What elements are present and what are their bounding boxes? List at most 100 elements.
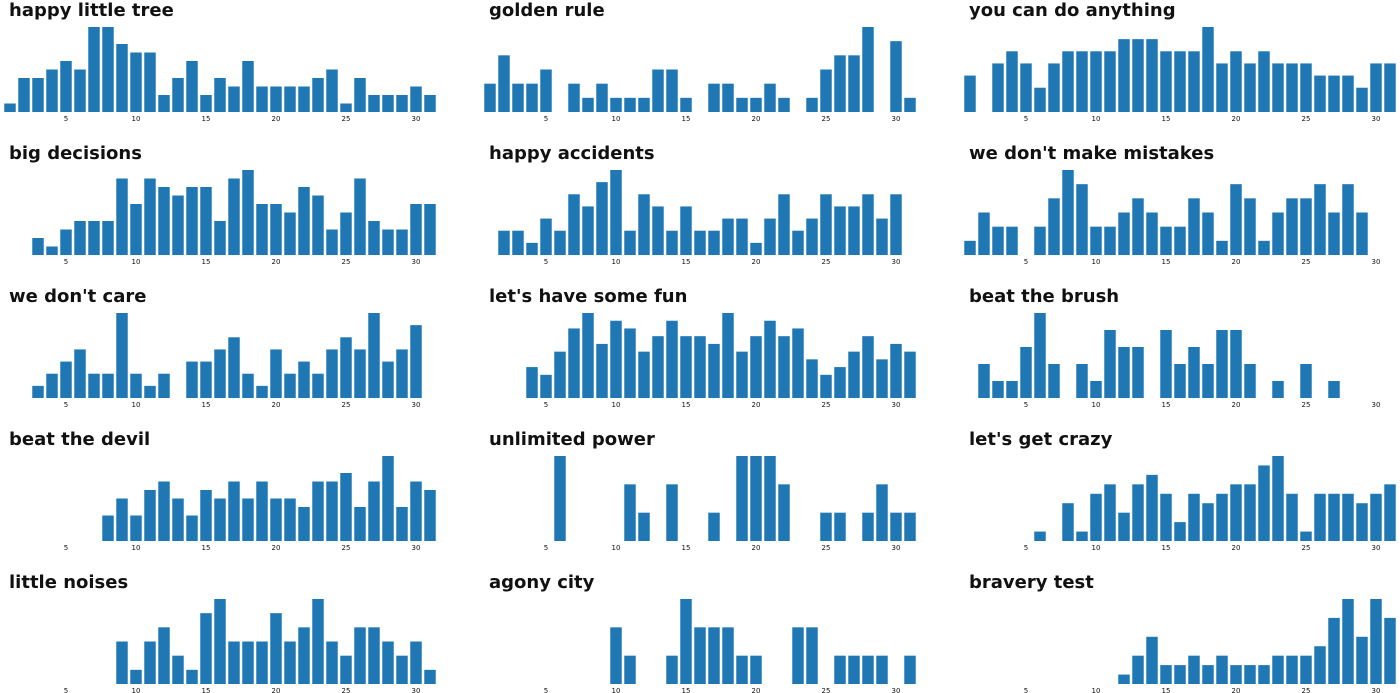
bar-day-18 <box>1202 503 1214 541</box>
x-tick-label: 25 <box>1302 258 1311 266</box>
bar-day-15 <box>200 187 212 255</box>
chart-panel-11: unlimited power 5 10 15 20 25 30 <box>489 429 916 552</box>
bar-day-31 <box>424 204 436 255</box>
bar-day-21 <box>1244 63 1256 112</box>
bar-day-10 <box>610 97 622 112</box>
x-tick-label: 30 <box>1372 401 1381 409</box>
bar-day-25 <box>820 512 832 541</box>
bar-day-24 <box>326 481 338 541</box>
bar-day-26 <box>834 367 846 398</box>
chart-title: unlimited power <box>489 429 655 450</box>
bar-day-17 <box>228 641 240 684</box>
bar-day-5 <box>60 229 72 255</box>
bar-day-16 <box>214 599 226 684</box>
chart-panel-3: you can do anything 5 10 15 20 25 30 <box>964 0 1396 123</box>
x-tick-label: 10 <box>132 115 141 123</box>
bar-day-22 <box>1258 240 1270 255</box>
bar-day-2 <box>498 230 510 255</box>
bar-day-14 <box>186 361 198 398</box>
bar-day-14 <box>666 320 678 398</box>
bar-day-20 <box>750 456 762 541</box>
chart-panel-9: beat the brush 5 10 15 20 25 30 <box>969 286 1380 409</box>
bar-day-17 <box>228 481 240 541</box>
bar-day-5 <box>60 361 72 398</box>
bar-day-14 <box>666 230 678 255</box>
bar-day-10 <box>610 627 622 684</box>
bar-day-24 <box>1286 63 1298 112</box>
x-tick-label: 15 <box>682 258 691 266</box>
x-tick-label: 30 <box>892 687 901 693</box>
bar-day-10 <box>1090 493 1102 541</box>
bar-day-20 <box>270 613 282 684</box>
bar-day-23 <box>312 599 324 684</box>
bar-day-16 <box>214 221 226 255</box>
bar-day-23 <box>312 481 324 541</box>
bar-day-3 <box>512 83 524 112</box>
bar-day-24 <box>806 359 818 398</box>
bar-day-13 <box>172 78 184 112</box>
x-tick-label: 20 <box>272 115 281 123</box>
chart-title: golden rule <box>489 0 605 21</box>
bar-day-24 <box>326 641 338 684</box>
x-tick-label: 10 <box>132 544 141 552</box>
bar-day-17 <box>228 337 240 398</box>
bar-day-28 <box>382 456 394 541</box>
bar-day-8 <box>1062 51 1074 112</box>
bar-day-6 <box>74 349 86 398</box>
bar-day-11 <box>624 655 636 684</box>
bar-day-14 <box>1146 39 1158 112</box>
bar-day-26 <box>1314 184 1326 255</box>
bar-day-11 <box>624 97 636 112</box>
bar-day-10 <box>1090 226 1102 255</box>
bar-day-16 <box>1174 51 1186 112</box>
bar-day-3 <box>32 78 44 112</box>
bar-day-15 <box>1160 330 1172 398</box>
x-tick-label: 15 <box>202 687 211 693</box>
bar-day-15 <box>200 361 212 398</box>
bar-day-3 <box>992 63 1004 112</box>
bar-day-31 <box>904 97 916 112</box>
bar-day-23 <box>1272 456 1284 541</box>
bar-day-16 <box>214 498 226 541</box>
bar-day-19 <box>1216 493 1228 541</box>
bar-day-17 <box>708 83 720 112</box>
bar-day-13 <box>172 498 184 541</box>
x-tick-label: 5 <box>1024 401 1028 409</box>
bar-day-23 <box>792 328 804 398</box>
bar-day-18 <box>722 313 734 398</box>
bar-day-31 <box>1384 484 1396 541</box>
x-tick-label: 25 <box>342 544 351 552</box>
bar-day-4 <box>1006 51 1018 112</box>
bar-day-9 <box>1076 531 1088 541</box>
x-tick-label: 10 <box>132 687 141 693</box>
bar-day-19 <box>736 218 748 255</box>
bar-day-20 <box>270 349 282 398</box>
bar-day-20 <box>750 242 762 255</box>
bar-day-22 <box>1258 51 1270 112</box>
bar-day-22 <box>778 484 790 541</box>
bar-day-17 <box>1188 655 1200 684</box>
chart-panel-12: let's get crazy 5 10 15 20 25 30 <box>969 429 1396 552</box>
bar-day-9 <box>116 313 128 398</box>
bar-day-6 <box>74 221 86 255</box>
bar-day-27 <box>368 221 380 255</box>
bar-day-20 <box>270 86 282 112</box>
chart-title: let's get crazy <box>969 429 1113 450</box>
bar-day-28 <box>1342 75 1354 112</box>
bar-day-31 <box>424 490 436 541</box>
x-tick-label: 5 <box>544 115 548 123</box>
x-tick-label: 5 <box>544 544 548 552</box>
bar-day-18 <box>1202 212 1214 255</box>
bar-day-18 <box>722 627 734 684</box>
bar-day-14 <box>186 669 198 684</box>
bar-day-18 <box>242 498 254 541</box>
bar-day-20 <box>750 336 762 398</box>
bar-day-9 <box>596 343 608 398</box>
x-tick-label: 20 <box>272 544 281 552</box>
bar-day-30 <box>410 641 422 684</box>
bar-day-16 <box>1174 364 1186 398</box>
bar-day-19 <box>736 97 748 112</box>
x-tick-label: 15 <box>1162 401 1171 409</box>
bar-day-11 <box>624 328 636 398</box>
